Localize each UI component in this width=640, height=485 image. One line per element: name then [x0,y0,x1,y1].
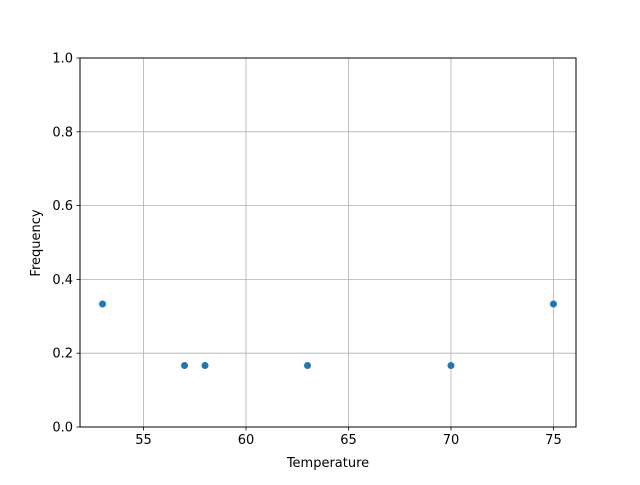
x-tick-label: 55 [135,433,152,448]
y-axis-label: Frequency [29,209,44,276]
data-point [549,300,557,308]
y-tick-label: 1.0 [52,52,73,67]
y-tick-label: 0.4 [52,273,73,288]
x-tick-label: 75 [545,433,562,448]
y-tick-label: 0.0 [52,421,73,436]
x-axis-label: Temperature [286,456,369,471]
x-tick-label: 60 [238,433,255,448]
x-tick-label: 70 [443,433,460,448]
data-point [201,361,209,369]
y-tick-label: 0.6 [52,199,73,214]
axes-frame [79,57,577,428]
data-point [181,361,189,369]
data-points [99,300,557,369]
y-tick-label: 0.2 [52,347,73,362]
data-point [99,300,107,308]
data-point [447,361,455,369]
grid [80,57,576,428]
x-tick-label: 65 [340,433,357,448]
ticks: 55 60 65 70 75 0.0 0.2 0.4 0.6 0.8 1.0 [52,52,561,449]
y-tick-label: 0.8 [52,125,73,140]
data-point [304,361,312,369]
